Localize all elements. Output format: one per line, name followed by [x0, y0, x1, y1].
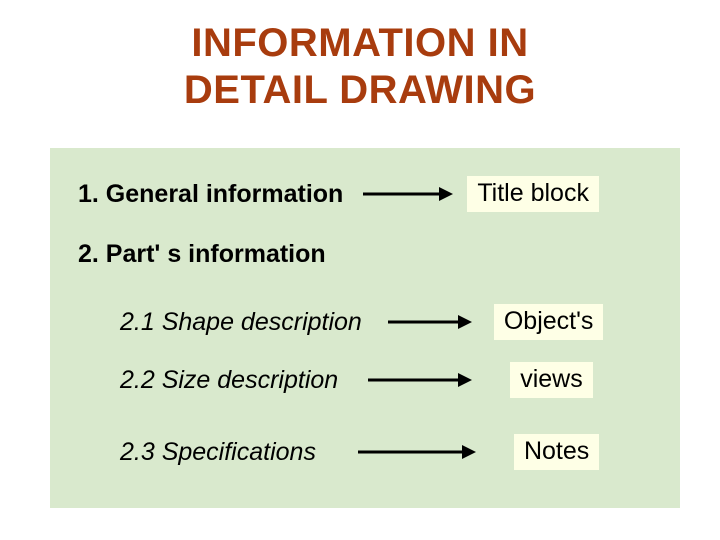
item-right-5: Notes [514, 434, 599, 470]
arrow-icon [386, 312, 472, 332]
item-left-1: 1. General information [78, 180, 343, 209]
item-row-3: 2.1 Shape description Object's [50, 304, 680, 340]
slide-title: INFORMATION IN DETAIL DRAWING [0, 20, 720, 114]
item-left-3: 2.1 Shape description [120, 308, 362, 337]
content-box: 1. General information Title block 2. Pa… [50, 148, 680, 508]
item-right-1: Title block [467, 176, 599, 212]
item-row-1: 1. General information Title block [50, 176, 680, 212]
title-line-2: DETAIL DRAWING [0, 67, 720, 114]
item-row-4: 2.2 Size description views [50, 362, 680, 398]
item-left-2: 2. Part' s information [78, 240, 326, 269]
item-row-2: 2. Part' s information [50, 240, 680, 269]
item-left-5: 2.3 Specifications [120, 438, 316, 467]
arrow-icon [366, 370, 472, 390]
arrow-icon [361, 184, 453, 204]
arrow-icon [356, 442, 476, 462]
item-right-3: Object's [494, 304, 604, 340]
item-left-4: 2.2 Size description [120, 366, 338, 395]
item-row-5: 2.3 Specifications Notes [50, 434, 680, 470]
slide: INFORMATION IN DETAIL DRAWING 1. General… [0, 0, 720, 540]
item-right-4: views [510, 362, 593, 398]
title-line-1: INFORMATION IN [0, 20, 720, 67]
